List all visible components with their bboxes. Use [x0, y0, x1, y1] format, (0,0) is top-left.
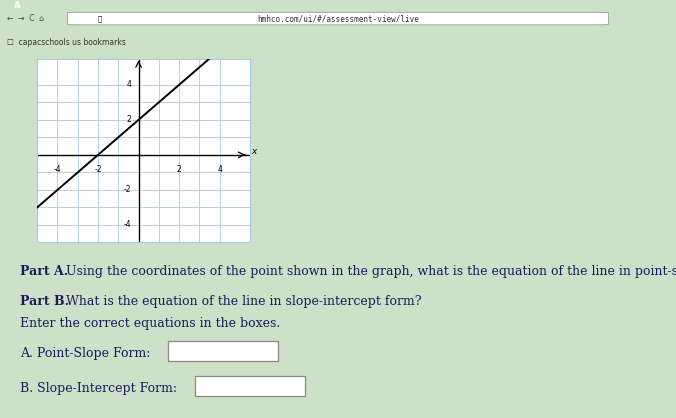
Text: Part B.: Part B. [20, 295, 69, 308]
Text: B. Slope-Intercept Form:: B. Slope-Intercept Form: [20, 382, 177, 395]
Text: ☐  capacschools us bookmarks: ☐ capacschools us bookmarks [7, 38, 126, 47]
Text: 2: 2 [176, 166, 182, 174]
Text: -2: -2 [124, 186, 131, 194]
Text: Part A.: Part A. [20, 265, 68, 278]
Text: A: A [14, 1, 20, 10]
Text: -4: -4 [124, 220, 131, 229]
Bar [195, 376, 305, 395]
Text: 4: 4 [217, 166, 222, 174]
Text: -2: -2 [94, 166, 102, 174]
Text: Enter the correct equations in the boxes.: Enter the correct equations in the boxes… [20, 316, 281, 330]
Text: 🔒: 🔒 [98, 15, 102, 22]
Text: What is the equation of the line in slope-intercept form?: What is the equation of the line in slop… [62, 295, 422, 308]
Text: -4: -4 [53, 166, 62, 174]
FancyBboxPatch shape [68, 12, 608, 25]
Text: 2: 2 [126, 115, 131, 124]
Text: ←  →  C  ⌂: ← → C ⌂ [7, 14, 44, 23]
Text: hmhco.com/ui/#/assessment-view/live: hmhco.com/ui/#/assessment-view/live [257, 14, 419, 23]
Text: 4: 4 [126, 80, 131, 89]
Text: Using the coordinates of the point shown in the graph, what is the equation of t: Using the coordinates of the point shown… [62, 265, 676, 278]
Bar [168, 341, 278, 361]
Text: x: x [251, 147, 256, 156]
Text: A. Point-Slope Form:: A. Point-Slope Form: [20, 347, 150, 359]
